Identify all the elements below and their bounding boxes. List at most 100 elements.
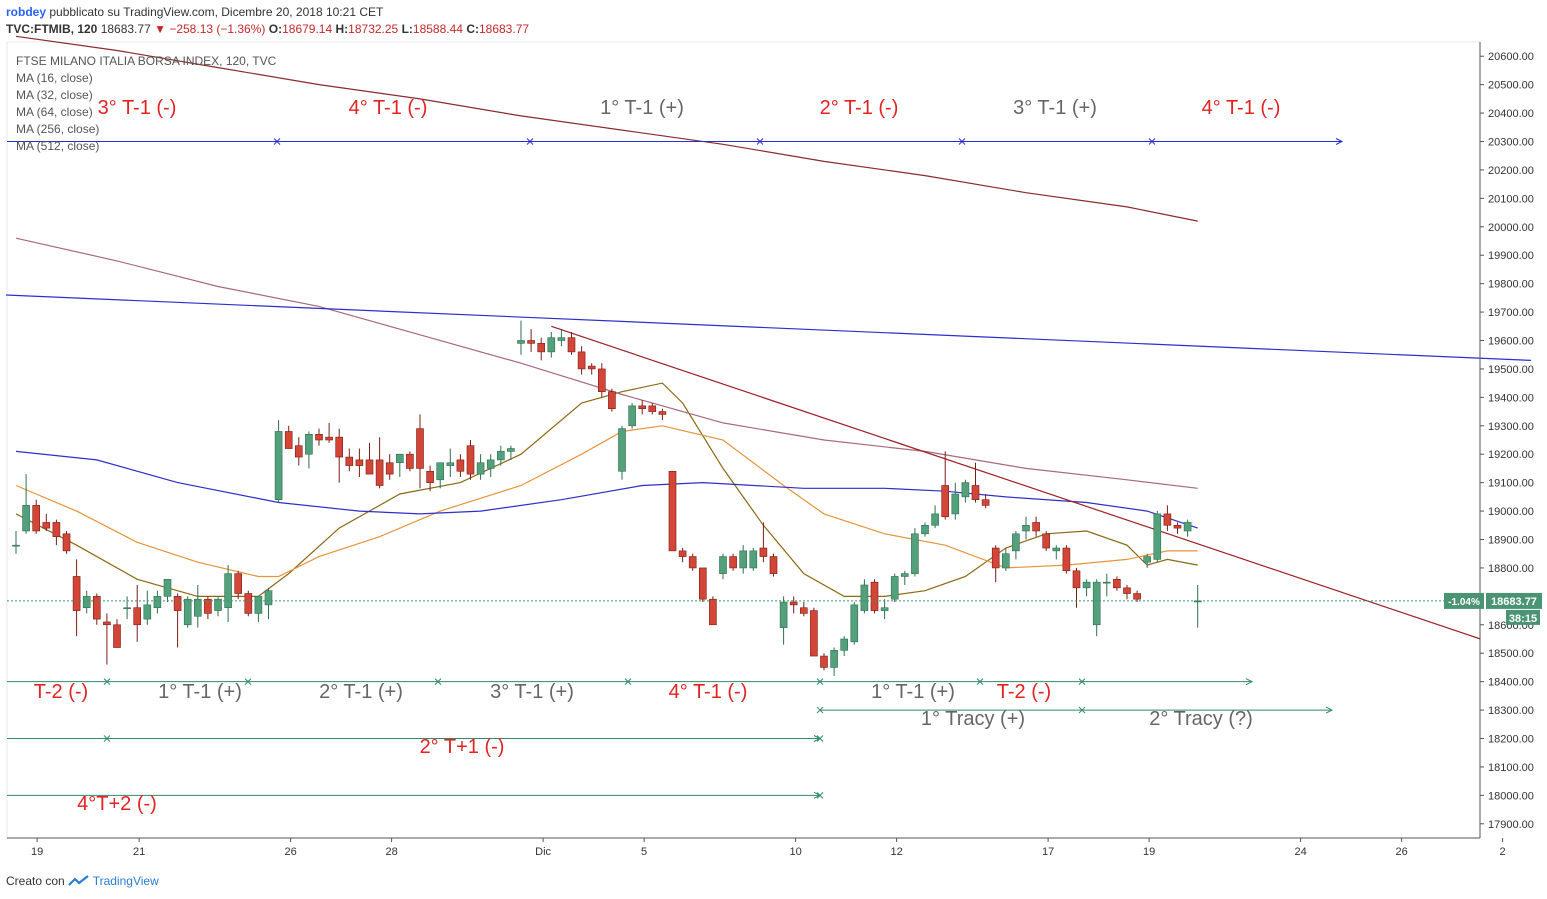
top-cycle-line-marker — [756, 138, 764, 145]
y-tick-label: 20400.00 — [1488, 108, 1534, 120]
ohlc-high-label: H: — [335, 22, 349, 36]
candle-body — [1052, 547, 1061, 552]
candle-body — [1092, 581, 1101, 626]
cycle-line-row4-arrow — [813, 791, 822, 799]
legend-ma512[interactable]: MA (512, close) — [16, 139, 100, 153]
candle-body — [527, 340, 535, 344]
candle-body — [1062, 547, 1071, 572]
chart-grid — [6, 41, 1481, 839]
candle-body — [416, 428, 424, 469]
label-row2-1: 1° Tracy (+) — [921, 708, 1025, 730]
ma-line-512 — [15, 35, 1198, 222]
legend-ma32[interactable]: MA (32, close) — [16, 88, 93, 102]
candle-body — [466, 445, 475, 475]
candle-body — [911, 533, 919, 574]
trendlines — [5, 294, 1532, 640]
tradingview-brand[interactable]: TradingView — [92, 874, 159, 888]
candle-body — [446, 462, 455, 466]
candle-body — [103, 621, 111, 626]
candle-body — [921, 524, 929, 535]
candle-body — [82, 596, 91, 609]
candle-body — [941, 485, 950, 518]
candle-body — [325, 436, 333, 441]
candle-body — [1143, 556, 1151, 563]
price-change: −258.13 (−1.36%) — [169, 22, 266, 36]
y-tick-label: 18000.00 — [1488, 790, 1534, 802]
candle-body — [810, 610, 818, 657]
price-badge-text: 18683.77 — [1491, 596, 1537, 608]
y-tick-label: 20500.00 — [1488, 80, 1534, 92]
candle-body — [1103, 581, 1111, 584]
y-tick-label: 19400.00 — [1488, 392, 1534, 404]
candle-body — [234, 573, 242, 594]
cycle-line-row1-marker — [244, 678, 252, 685]
candle-body — [385, 462, 394, 475]
x-tick-label: 19 — [31, 846, 43, 858]
label-row1-3: 2° T-1 (+) — [319, 681, 403, 703]
candle-body — [194, 598, 202, 617]
label-row1-6: 1° T-1 (+) — [871, 681, 955, 703]
candle-body — [406, 453, 414, 469]
candle-body — [62, 533, 71, 552]
ohlc-close-label: C: — [466, 22, 479, 36]
candle-body — [395, 453, 404, 464]
candle-body — [759, 547, 768, 557]
candle-body — [113, 624, 121, 648]
candle-body — [769, 556, 778, 574]
pct-badge-text: -1.04% — [1448, 597, 1480, 608]
candle-body — [608, 391, 616, 410]
y-tick-label: 19300.00 — [1488, 421, 1534, 433]
candle-body — [183, 598, 192, 626]
candle-body — [547, 337, 556, 353]
legend-ma16[interactable]: MA (16, close) — [16, 71, 93, 85]
candle-body — [840, 638, 849, 651]
candle-body — [628, 405, 636, 427]
cycle-line-row3-marker — [103, 735, 111, 742]
chart-header-line2: TVC:FTMIB, 120 18683.77 ▼ −258.13 (−1.36… — [6, 22, 529, 36]
candle-body — [597, 368, 606, 392]
ohlc-high: 18732.25 — [348, 22, 399, 36]
y-tick-label: 19700.00 — [1488, 307, 1534, 319]
cycle-line-row2-marker — [816, 706, 824, 714]
candle-body — [72, 576, 81, 611]
candle-body — [123, 607, 131, 610]
x-tick-label: 5 — [641, 846, 647, 858]
candle-body — [294, 445, 303, 458]
candle-body — [779, 601, 788, 628]
top-cycle-line-arrow — [1335, 138, 1344, 145]
candle-body — [799, 607, 808, 614]
candle-body — [830, 650, 838, 668]
y-tick-label: 18500.00 — [1488, 648, 1534, 660]
candle-body — [517, 340, 525, 344]
x-tick-label: Dic — [535, 846, 551, 858]
tradingview-logo-icon — [67, 875, 89, 886]
candle-body — [1032, 522, 1040, 532]
candle-body — [870, 581, 879, 611]
candle-body — [890, 576, 899, 600]
legend-ma64[interactable]: MA (64, close) — [16, 105, 93, 119]
x-tick-label: 24 — [1294, 846, 1306, 858]
ohlc-low: 18588.44 — [412, 22, 463, 36]
candle-body — [335, 436, 344, 458]
candle-body — [971, 485, 980, 501]
x-tick-label: 26 — [1395, 846, 1407, 858]
legend-ma256[interactable]: MA (256, close) — [16, 122, 100, 136]
candle-body — [658, 411, 667, 415]
candle-body — [709, 598, 717, 626]
candle-body — [991, 547, 1000, 569]
label-row2-2: 2° Tracy (?) — [1149, 708, 1253, 730]
candle-body — [789, 601, 798, 606]
cycle-line-row1-marker — [103, 678, 111, 685]
candle-body — [577, 351, 586, 370]
top-cycle-line-marker — [1148, 138, 1156, 145]
legend-title[interactable]: FTSE MILANO ITALIA BORSA INDEX, 120, TVC — [16, 54, 277, 68]
publish-info: pubblicato su TradingView.com, Dicembre … — [49, 5, 384, 19]
candle-body — [749, 550, 758, 569]
author-name[interactable]: robdey — [6, 5, 47, 19]
footer: Creato con TradingView — [6, 874, 159, 888]
candle-body — [1072, 570, 1081, 589]
candle-body — [12, 544, 20, 547]
candle-body — [668, 470, 677, 552]
cycle-line-row2-marker — [1078, 706, 1086, 714]
